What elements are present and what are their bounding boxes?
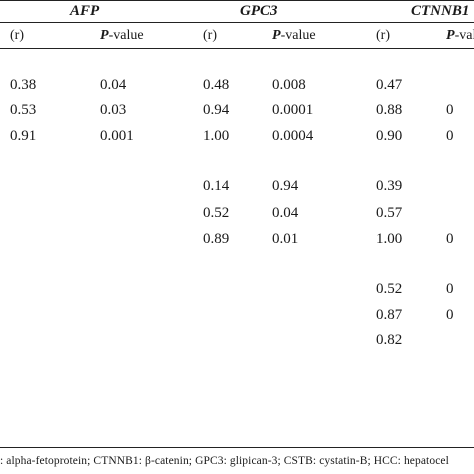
column-header-gpc3: GPC3	[240, 3, 278, 19]
subheader-r: (r)	[203, 28, 217, 43]
table-cell-p-value: 0.01	[272, 231, 299, 247]
table-cell-p-value: 0.94	[272, 178, 299, 194]
table-cell-p-value: 0.001	[100, 128, 134, 144]
table-cell-p-value: 0.03	[100, 102, 127, 118]
table-cell-p-value: 0.0001	[272, 102, 314, 118]
subheader-p-value: P-value	[446, 27, 474, 45]
column-header-ctnnb1: CTNNB1	[411, 3, 470, 19]
table-cell-p-value: 0	[446, 128, 454, 144]
table-cell-r: 0.91	[10, 128, 37, 144]
table-cell-p-value: 0	[446, 281, 454, 297]
table-cell-p-value: 0	[446, 102, 454, 118]
table-cell-p-value: 0	[446, 231, 454, 247]
table-cell-r: 0.52	[376, 281, 403, 297]
table-cell-r: 0.52	[203, 205, 230, 221]
table-cell-p-value: 0.04	[100, 77, 127, 93]
table-cell-r: 0.89	[203, 231, 230, 247]
subheader-r: (r)	[10, 28, 24, 43]
table-cell-r: 0.53	[10, 102, 37, 118]
table-cell-p-value: 0.04	[272, 205, 299, 221]
table-top-rule	[0, 0, 474, 1]
table-cell-r: 0.14	[203, 178, 230, 194]
table-cell-r: 1.00	[376, 231, 403, 247]
subheader-p-value: P-value	[100, 27, 144, 45]
table-cell-r: 0.94	[203, 102, 230, 118]
subheader-p-suffix: -value	[280, 28, 316, 43]
subheader-p-letter: P	[272, 28, 281, 43]
table-cell-p-value: 0.008	[272, 77, 306, 93]
table-cell-p-value: 0	[446, 307, 454, 323]
subheader-p-value: P-value	[272, 27, 316, 45]
subheader-r: (r)	[376, 28, 390, 43]
subheader-p-letter: P	[446, 28, 455, 43]
table-cell-r: 0.90	[376, 128, 403, 144]
table-cell-r: 0.87	[376, 307, 403, 323]
table-bottom-rule	[0, 447, 474, 448]
table-cell-r: 1.00	[203, 128, 230, 144]
header-rule	[0, 22, 474, 23]
subheader-p-letter: P	[100, 28, 109, 43]
table-cell-p-value: 0.0004	[272, 128, 314, 144]
subheader-p-suffix: -value	[454, 28, 474, 43]
table-cell-r: 0.38	[10, 77, 37, 93]
table-cell-r: 0.47	[376, 77, 403, 93]
table-cell-r: 0.57	[376, 205, 403, 221]
table-cell-r: 0.48	[203, 77, 230, 93]
subheader-p-suffix: -value	[108, 28, 144, 43]
table-cell-r: 0.39	[376, 178, 403, 194]
table-cell-r: 0.88	[376, 102, 403, 118]
column-header-afp: AFP	[70, 3, 100, 19]
table-footnote: : alpha-fetoprotein; CTNNB1: β-catenin; …	[0, 455, 449, 467]
subheader-rule	[0, 48, 474, 49]
table-cell-r: 0.82	[376, 332, 403, 348]
